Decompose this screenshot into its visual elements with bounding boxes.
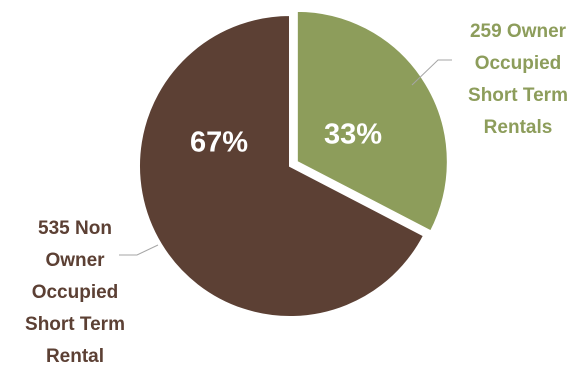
slice-label-line: Occupied — [32, 282, 119, 303]
pie-slices — [138, 9, 449, 318]
slice-label-line: Rentals — [484, 117, 553, 138]
slice-label-line: Short Term — [468, 85, 568, 106]
category-labels: 259 Owner Occupied Short Term Rentals 535 No… — [25, 21, 568, 367]
slice-label-line: Short Term — [25, 314, 125, 335]
percent-labels: 33% 67% — [190, 119, 382, 159]
pie-slice-535-non-owner-occupied-short-term-rental — [138, 13, 426, 318]
leader-line — [119, 244, 159, 256]
leader-lines — [119, 59, 452, 256]
pie-slice-259-owner-occupied-short-term-rentals — [295, 9, 449, 233]
slice-label-line: 259 Owner — [470, 21, 567, 42]
slice-label-line: 535 Non — [38, 218, 112, 239]
slice-label-line: Owner — [45, 250, 105, 271]
percent-label-33: 33% — [324, 119, 382, 151]
slice-label-line: Rental — [46, 346, 104, 367]
slice-label-line: Occupied — [475, 53, 562, 74]
leader-line — [411, 59, 452, 86]
percent-label-67: 67% — [190, 127, 248, 159]
slice-label-535-non-owner-occupied-short-term-rental: 535 Non Owner Occupied Short Term Rental — [25, 218, 125, 367]
slice-label-259-owner-occupied-short-term-rentals: 259 Owner Occupied Short Term Rentals — [468, 21, 568, 138]
